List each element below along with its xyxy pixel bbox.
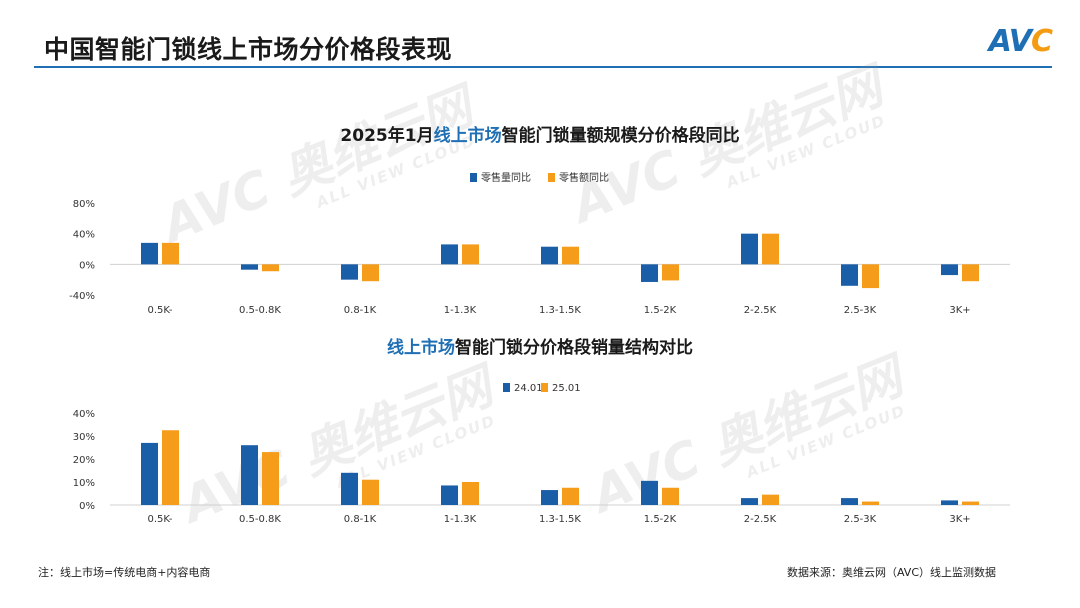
bar (341, 264, 358, 280)
x-tick-label: 3K+ (949, 305, 970, 316)
header: 中国智能门锁线上市场分价格段表现 AVC (0, 0, 1080, 70)
chart-title-suffix: 智能门锁分价格段销量结构对比 (455, 337, 693, 358)
bar (662, 487, 679, 505)
bar (941, 500, 958, 505)
bar (341, 472, 358, 505)
chart-title: 线上市场智能门锁分价格段销量结构对比 (387, 337, 693, 358)
chart-title-highlight: 线上市场 (434, 125, 502, 146)
bar (441, 244, 458, 265)
x-tick-label: 0.8-1K (344, 514, 377, 525)
page-title: 中国智能门锁线上市场分价格段表现 (44, 35, 453, 64)
bar (741, 233, 758, 265)
bar (162, 430, 179, 505)
bar (962, 264, 979, 282)
bar (962, 501, 979, 505)
legend-label: 零售量同比 (481, 171, 531, 184)
bar (841, 498, 858, 505)
x-tick-label: 0.5K- (147, 514, 172, 525)
x-tick-label: 0.5-0.8K (239, 514, 281, 525)
bar (862, 501, 879, 505)
footer-note: 注：线上市场=传统电商+内容电商 (38, 566, 211, 579)
legend-swatch (470, 173, 477, 182)
bar (841, 264, 858, 286)
bar (262, 452, 279, 505)
bar (362, 479, 379, 505)
bar (262, 264, 279, 272)
y-tick-label: 0% (79, 260, 95, 271)
y-tick-label: 40% (73, 409, 95, 420)
bar (741, 498, 758, 505)
y-tick-label: 0% (79, 501, 95, 512)
x-tick-label: 0.5-0.8K (239, 305, 281, 316)
bar (441, 485, 458, 505)
y-tick-label: -40% (69, 291, 95, 302)
footer-source: 数据来源：奥维云网（AVC）线上监测数据 (786, 566, 996, 579)
bar (541, 246, 558, 265)
legend-swatch (541, 383, 548, 392)
x-tick-label: 2-2.5K (744, 514, 777, 525)
chart-title-highlight: 线上市场 (387, 337, 455, 358)
chart-title-suffix: 智能门锁量额规模分价格段同比 (502, 125, 740, 146)
bar (462, 244, 479, 265)
y-tick-label: 10% (73, 478, 95, 489)
x-tick-label: 2-2.5K (744, 305, 777, 316)
bar (541, 490, 558, 505)
legend-label: 25.01 (552, 383, 581, 394)
x-tick-label: 0.5K- (147, 305, 172, 316)
y-tick-label: 20% (73, 455, 95, 466)
bar (941, 264, 958, 276)
bar (241, 264, 258, 270)
bar (141, 442, 158, 505)
x-tick-label: 2.5-3K (844, 514, 877, 525)
x-tick-label: 1.5-2K (644, 305, 677, 316)
bar (641, 264, 658, 282)
bar (762, 233, 779, 265)
y-tick-label: 80% (73, 199, 95, 210)
bar (241, 445, 258, 505)
chart-title: 2025年1月线上市场智能门锁量额规模分价格段同比 (340, 125, 739, 146)
bar (141, 242, 158, 265)
x-tick-label: 2.5-3K (844, 305, 877, 316)
bar (641, 480, 658, 505)
bar (162, 242, 179, 265)
bar (562, 246, 579, 265)
x-tick-label: 1.3-1.5K (539, 514, 581, 525)
legend-swatch (503, 383, 510, 392)
bar (762, 494, 779, 505)
legend-label: 24.01 (514, 383, 543, 394)
header-divider (34, 66, 1052, 68)
legend-label: 零售额同比 (559, 171, 609, 184)
bar (562, 487, 579, 505)
x-tick-label: 1-1.3K (444, 514, 477, 525)
avc-logo: AVC (988, 24, 1053, 59)
x-tick-label: 1.3-1.5K (539, 305, 581, 316)
x-tick-label: 1.5-2K (644, 514, 677, 525)
legend-swatch (548, 173, 555, 182)
x-tick-label: 0.8-1K (344, 305, 377, 316)
bar (362, 264, 379, 282)
x-tick-label: 1-1.3K (444, 305, 477, 316)
bar (462, 482, 479, 505)
chart-title-prefix: 2025年1月 (340, 125, 433, 146)
bar (862, 264, 879, 289)
y-tick-label: 40% (73, 230, 95, 241)
y-tick-label: 30% (73, 432, 95, 443)
x-tick-label: 3K+ (949, 514, 970, 525)
bar (662, 264, 679, 281)
